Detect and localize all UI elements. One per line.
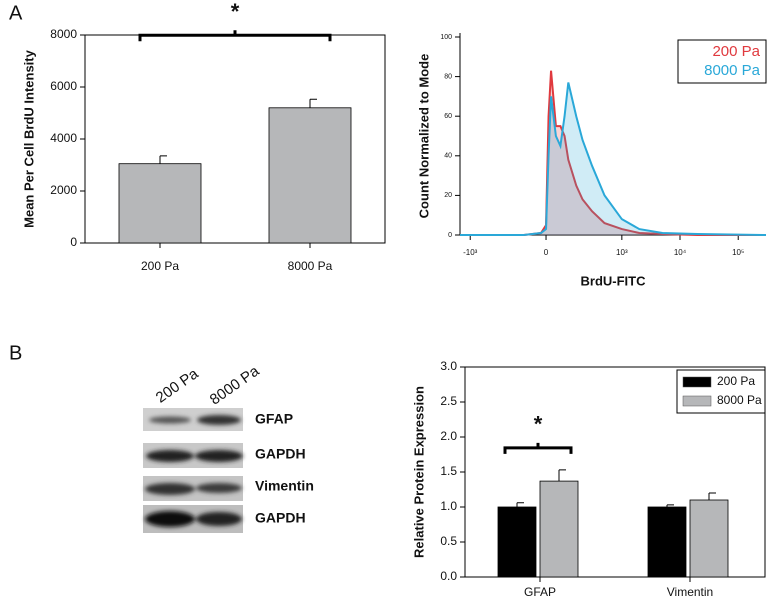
legend-box [677,39,767,84]
row-label: Vimentin [255,478,314,494]
x-tick-label: 10⁵ [732,248,744,257]
y-tick-label: 0 [448,232,452,239]
y-tick-label: 0.5 [440,534,457,548]
y-tick-label: 2.5 [440,394,457,408]
band [196,512,242,526]
y-tick-label: 40 [444,153,452,160]
significance-star: * [231,0,240,24]
x-tick-label: Vimentin [667,585,713,599]
y-tick-label: 0.0 [440,569,457,583]
bar [689,499,729,578]
row-label: GAPDH [255,446,306,462]
y-axis-label: Relative Protein Expression [411,386,426,558]
error-bar [159,155,167,164]
row-label: GAPDH [255,510,306,526]
x-tick-label: 10³ [616,248,628,257]
row-label: GFAP [255,411,293,427]
y-tick-label: 80 [444,73,452,80]
error-bar [558,469,566,482]
band [149,416,191,424]
x-tick-label: 0 [544,248,549,257]
blot-strip [143,408,243,431]
band [145,483,195,495]
bar [647,506,687,578]
western-blot: 200 Pa 8000 Pa GFAP GAPDH Vimentin GAPDH [143,362,314,533]
bar [539,480,579,578]
y-tick-label: 60 [444,113,452,120]
legend-swatch [682,376,712,388]
line [460,82,767,236]
y-tick-label: 3.0 [440,359,457,373]
band [146,450,194,462]
legend-label: 8000 Pa [717,393,762,407]
x-tick-label: 10⁴ [674,248,687,257]
x-tick-label: 200 Pa [141,259,179,273]
bar [118,163,202,244]
y-tick-label: 6000 [50,79,77,93]
legend-label: 200 Pa [712,43,760,60]
lane-label: 200 Pa [153,365,202,407]
significance-star: * [534,412,543,437]
x-axis-label: BrdU-FITC [581,273,647,288]
x-tick-label: GFAP [524,585,556,599]
y-axis-label: Count Normalized to Mode [416,54,431,219]
error-bar [309,98,317,108]
panel-label: B [9,342,22,364]
y-tick-label: 0 [70,235,77,249]
y-tick-label: 100 [440,34,452,41]
y-tick-label: 2.0 [440,429,457,443]
x-tick-label: -10³ [463,248,478,257]
x-tick-label: 8000 Pa [288,259,333,273]
y-tick-label: 1.5 [440,464,457,478]
significance-bracket [138,30,332,42]
error-bar [666,504,674,507]
error-bar [516,502,524,507]
y-axis-label: Mean Per Cell BrdU Intensity [21,49,36,227]
y-tick-label: 4000 [50,131,77,145]
legend-label: 8000 Pa [704,62,761,79]
significance-bracket [503,442,573,454]
blot-bands [145,415,243,527]
band [195,450,243,462]
y-tick-label: 8000 [50,27,77,41]
band [196,483,242,493]
y-tick-label: 1.0 [440,499,457,513]
y-tick-label: 20 [444,192,452,199]
panel-label: A [9,2,23,24]
bar [268,107,352,244]
area [460,82,766,235]
legend-label: 200 Pa [717,374,755,388]
legend-swatch [682,395,712,407]
band [197,415,241,425]
error-bar [708,492,716,500]
bar [497,506,537,578]
lane-label: 8000 Pa [207,362,263,408]
y-tick-label: 2000 [50,183,77,197]
band [145,511,195,527]
